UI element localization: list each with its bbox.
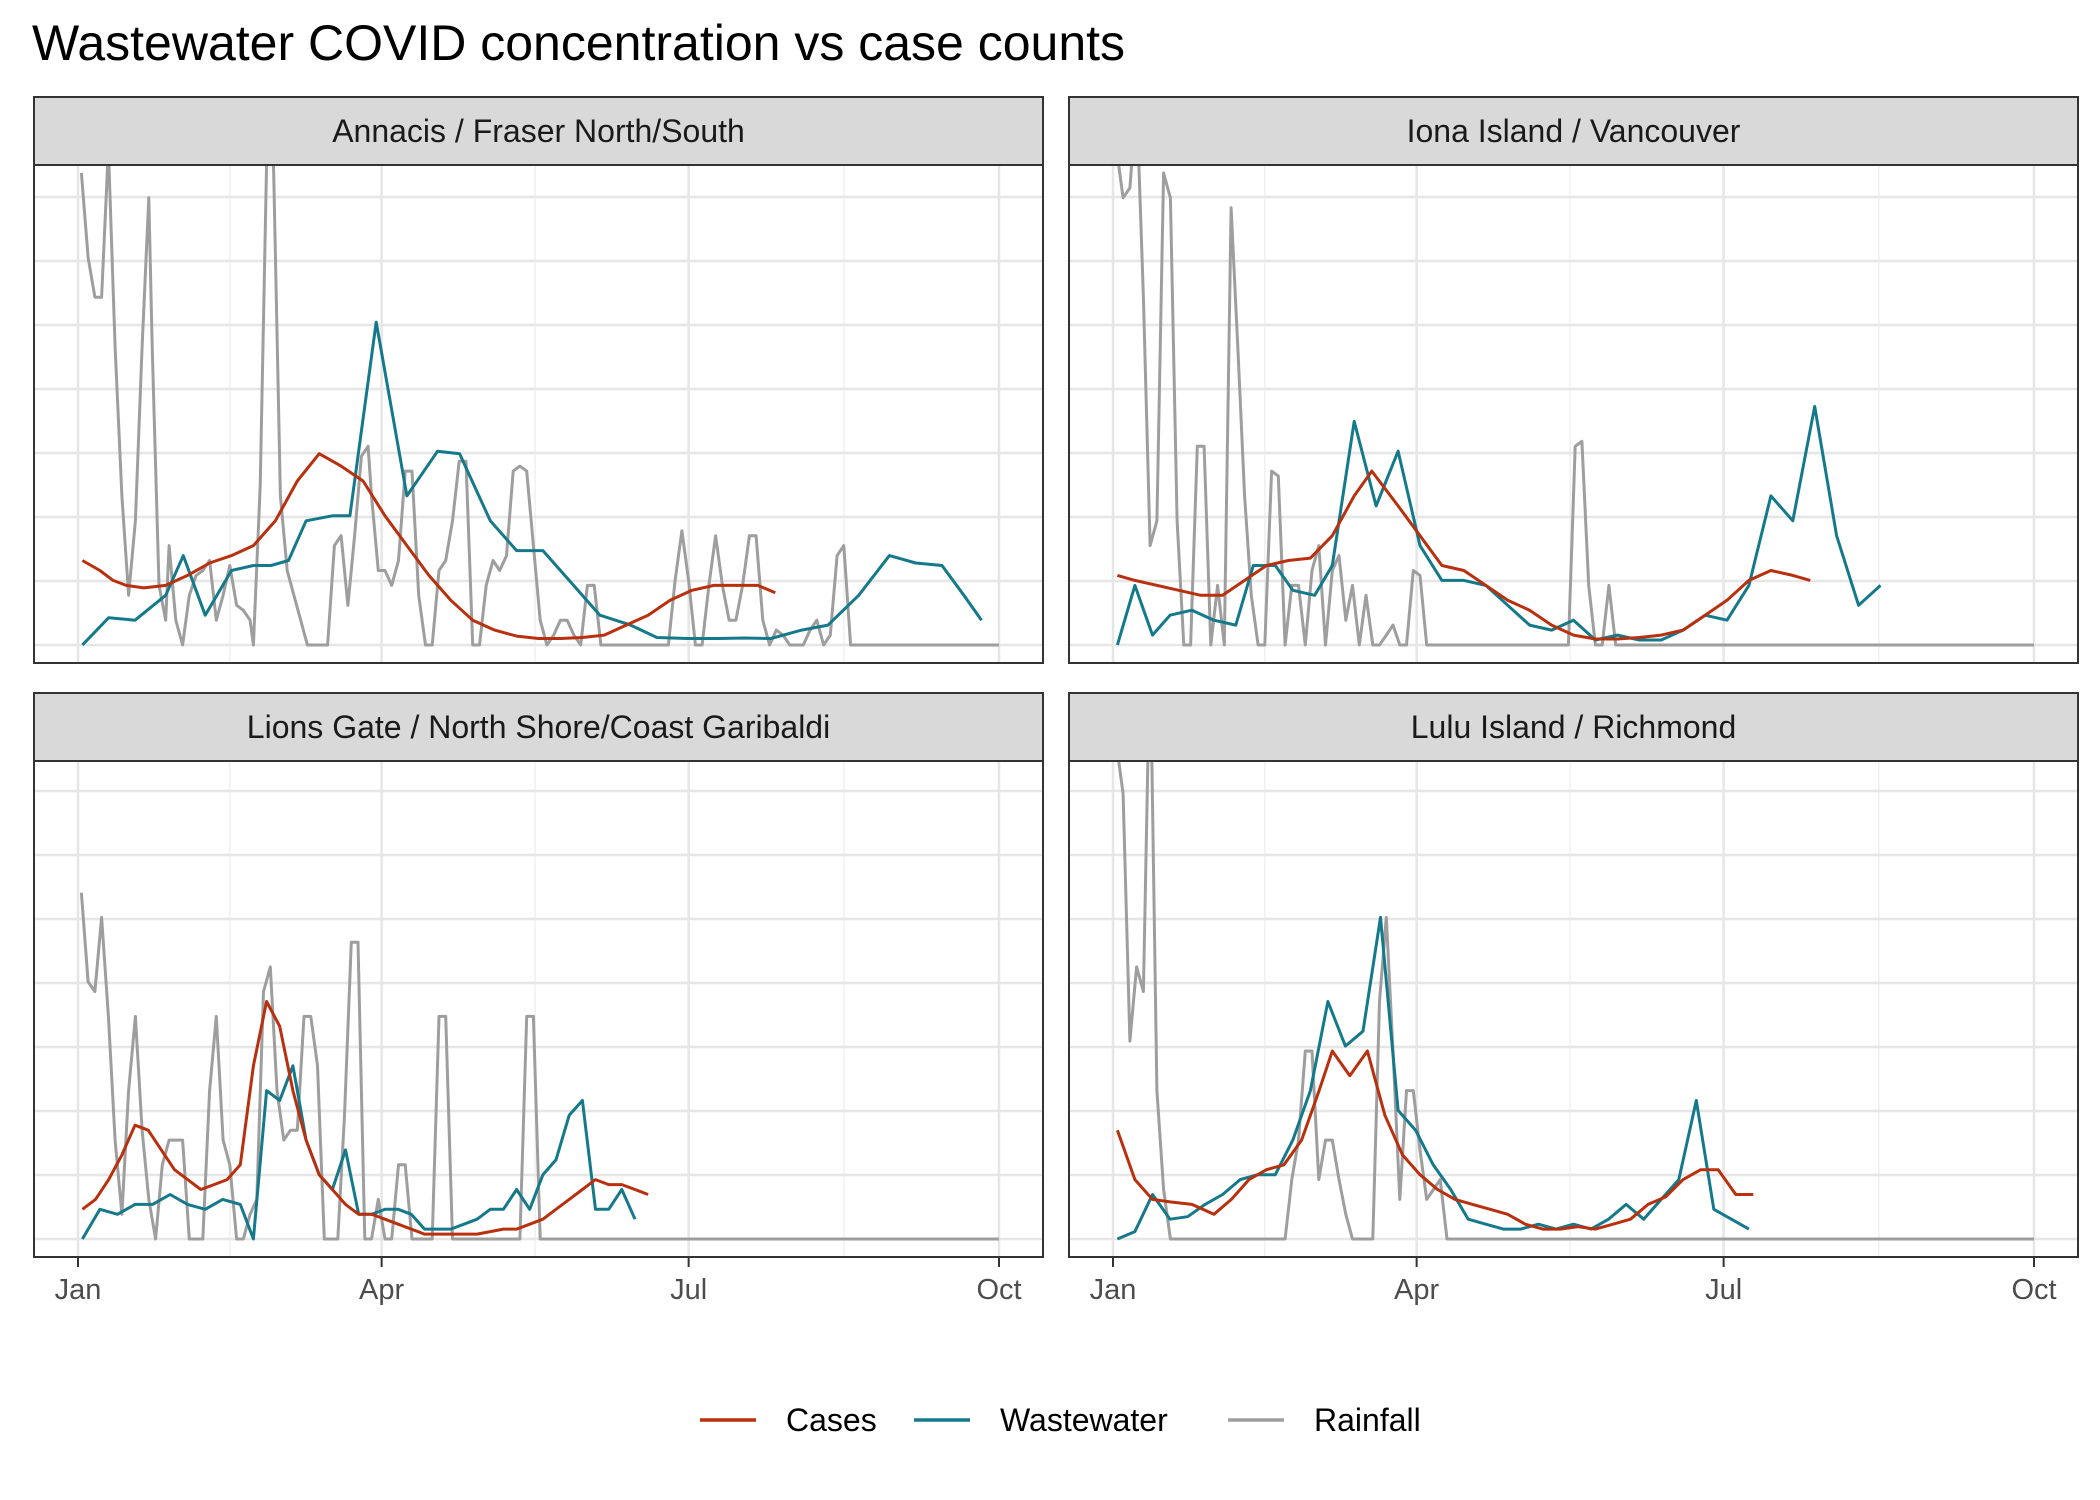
- panel-border: [33, 164, 1044, 664]
- x-tick-label: Jan: [1090, 1274, 1137, 1306]
- legend-label: Wastewater: [1000, 1402, 1168, 1438]
- panel-strip: [33, 96, 1044, 166]
- panel-border: [1068, 164, 2079, 664]
- series-line-cases: [81, 1000, 649, 1236]
- panel-title: Lulu Island / Richmond: [1411, 709, 1737, 745]
- x-tick-label: Apr: [1394, 1274, 1439, 1306]
- chart-title: Wastewater COVID concentration vs case c…: [32, 15, 1126, 71]
- x-tick-label: Oct: [2011, 1274, 2056, 1306]
- panel-border: [1068, 760, 2079, 1258]
- series-line-rainfall: [79, 892, 999, 1241]
- panel-border: [33, 760, 1044, 1258]
- series-line-cases: [81, 452, 776, 640]
- panel-title: Iona Island / Vancouver: [1407, 113, 1741, 149]
- x-tick-label: Apr: [359, 1274, 404, 1306]
- series-line-cases: [1116, 469, 1811, 641]
- legend-label: Cases: [786, 1402, 877, 1438]
- x-tick-label: Jan: [55, 1274, 102, 1306]
- series-line-wastewater: [1116, 915, 1750, 1241]
- series-line-wastewater: [81, 320, 983, 647]
- panel-strip: [1068, 692, 2079, 762]
- panel-background: [1069, 761, 2078, 1257]
- x-tick-label: Jul: [670, 1274, 707, 1306]
- series-line-cases: [1115, 1049, 1754, 1231]
- x-tick-label: Jul: [1705, 1274, 1742, 1306]
- panel-title: Annacis / Fraser North/South: [332, 113, 745, 149]
- panel-title: Lions Gate / North Shore/Coast Garibaldi: [247, 709, 830, 745]
- series-line-rainfall: [1117, 165, 2034, 647]
- panel-strip: [1068, 96, 2079, 166]
- panel-strip: [33, 692, 1044, 762]
- series-line-wastewater: [81, 1064, 637, 1241]
- legend-label: Rainfall: [1314, 1402, 1421, 1438]
- panel-background: [1069, 165, 2078, 663]
- series-line-rainfall: [1117, 761, 2034, 1241]
- x-tick-label: Oct: [976, 1274, 1021, 1306]
